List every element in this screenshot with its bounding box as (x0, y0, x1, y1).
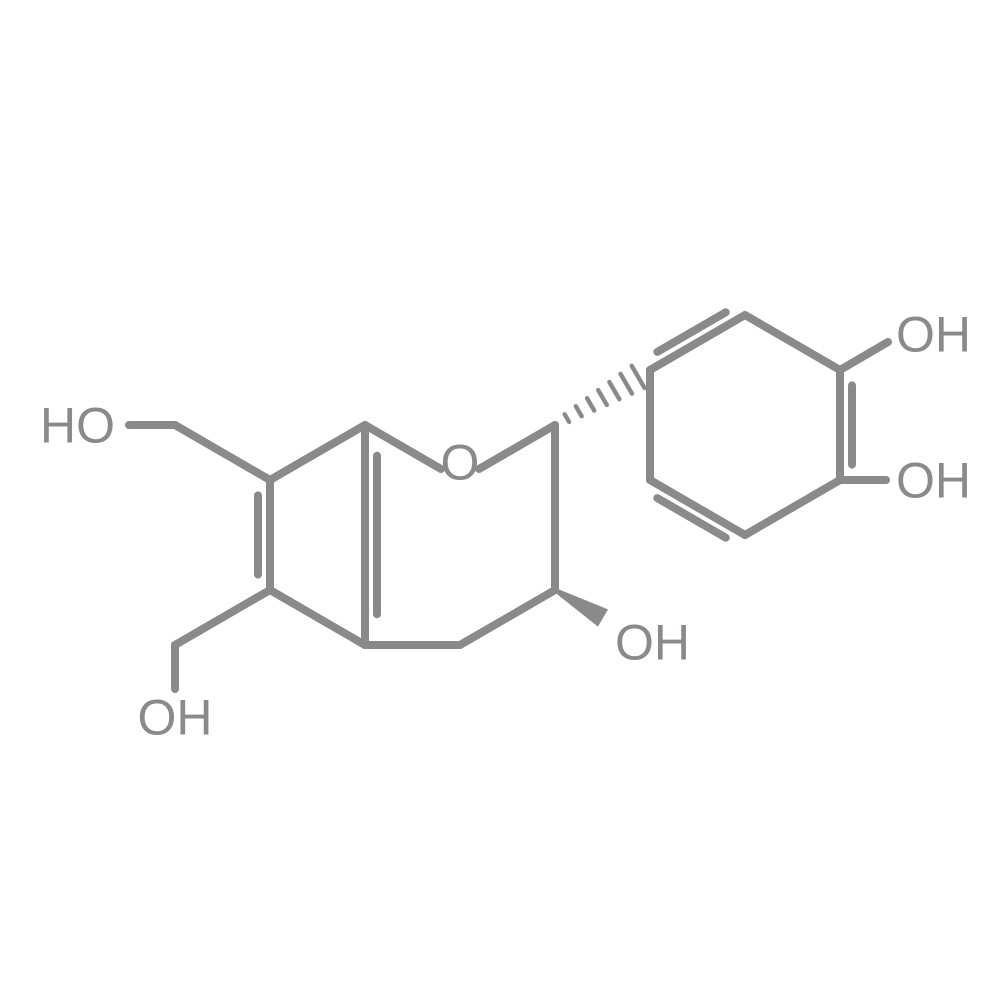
oxygen-label: O (441, 435, 480, 491)
chemical-structure-diagram: HO OH OH OH OH O (0, 0, 1000, 1000)
hydroxyl-label: OH (896, 453, 971, 509)
hydroxyl-label: OH (896, 307, 971, 363)
hydroxyl-label: HO (40, 398, 115, 454)
hydroxyl-label: OH (615, 615, 690, 671)
hydroxyl-label: OH (138, 690, 213, 746)
